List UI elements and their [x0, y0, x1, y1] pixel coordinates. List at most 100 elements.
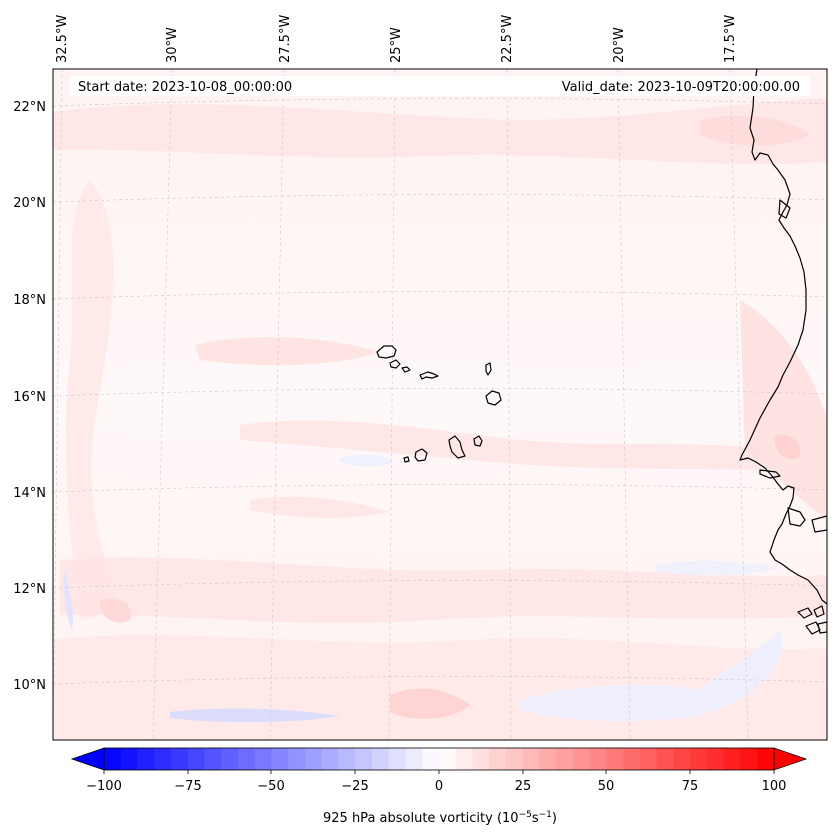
vorticity-patch	[170, 708, 340, 723]
start-date-label: Start date: 2023-10-08_00:00:00	[78, 80, 292, 95]
vorticity-patch	[655, 560, 780, 576]
lat-label: 20°N	[13, 196, 46, 211]
colorbar-segment	[455, 748, 474, 770]
colorbar-segment	[690, 748, 708, 770]
coastline-bijagos	[805, 621, 821, 635]
vorticity-patch	[100, 598, 131, 623]
colorbar-segment	[120, 748, 139, 770]
lon-label: 22.5°W	[500, 15, 515, 63]
colorbar-label: 925 hPa absolute vorticity (10−5s−1)	[323, 810, 557, 826]
island-sao-nicolau	[419, 371, 439, 380]
colorbar-segment	[405, 748, 423, 770]
gridline-lon	[729, 69, 749, 740]
lat-label: 10°N	[13, 678, 46, 693]
colorbar-segment	[539, 748, 557, 770]
vorticity-patch	[250, 496, 390, 518]
coastline-africa-bights	[811, 515, 827, 533]
colorbar-tick-label: 0	[435, 779, 443, 794]
lon-label: 17.5°W	[723, 15, 738, 63]
vorticity-patch	[60, 557, 827, 624]
colorbar-tick-label: −50	[257, 779, 284, 794]
cape-verde-islands	[376, 345, 502, 463]
colorbar-segment	[640, 748, 658, 770]
colorbar-tick-label: −25	[341, 779, 368, 794]
vorticity-field	[53, 98, 827, 740]
colorbar-segment	[472, 748, 490, 770]
coastline-africa-bights	[759, 469, 781, 479]
lat-label: 14°N	[13, 486, 46, 501]
colorbar-segment	[154, 748, 172, 770]
gridlines	[53, 69, 827, 740]
island-sao-vicente	[389, 359, 401, 369]
island-santo-antao	[376, 345, 397, 359]
colorbar-ticks	[103, 770, 775, 774]
colorbar-segment	[204, 748, 222, 770]
colorbar-segment	[656, 748, 675, 770]
gridline-lat	[53, 98, 827, 107]
longitude-labels: 32.5°W 30°W 27.5°W 25°W 22.5°W 20°W 17.5…	[55, 15, 738, 63]
coastline	[739, 69, 827, 635]
colorbar-segment	[506, 748, 524, 770]
gridline-lat	[53, 484, 827, 493]
colorbar: −100 −75 −50 −25 0 25 50 75 100 925 hPa …	[70, 747, 808, 826]
colorbar-segment	[707, 748, 725, 770]
lon-label: 30°W	[165, 27, 180, 63]
colorbar-segment	[288, 748, 306, 770]
colorbar-tick-label: 50	[598, 779, 615, 794]
vorticity-patch	[63, 570, 73, 630]
coastline-africa-bights	[778, 199, 791, 219]
colorbar-segment	[372, 748, 390, 770]
coastline-africa	[739, 69, 827, 605]
colorbar-tick-label: −75	[174, 779, 201, 794]
colorbar-segment	[254, 748, 273, 770]
island-sal	[485, 362, 492, 376]
colorbar-segment	[439, 748, 457, 770]
colorbar-segment	[522, 748, 541, 770]
lon-label: 20°W	[612, 27, 627, 63]
colorbar-segment	[137, 748, 155, 770]
vorticity-patch	[740, 300, 827, 520]
map-background	[53, 69, 827, 740]
colorbar-segment	[388, 748, 407, 770]
colorbar-segment	[221, 748, 239, 770]
gridline-lat	[53, 580, 827, 589]
gridline-lon	[152, 69, 173, 740]
map-panel: Start date: 2023-10-08_00:00:00 Valid_da…	[52, 68, 828, 741]
lat-label: 22°N	[13, 100, 46, 115]
colorbar-segment	[740, 748, 758, 770]
colorbar-segment	[171, 748, 189, 770]
colorbar-label-end: )	[552, 811, 557, 826]
colorbar-tick-label: 75	[682, 779, 699, 794]
vorticity-patch	[390, 688, 470, 719]
colorbar-segment	[187, 748, 206, 770]
colorbar-segment	[573, 748, 591, 770]
lat-label: 12°N	[13, 582, 46, 597]
colorbar-segment	[623, 748, 641, 770]
map-frame	[52, 68, 828, 741]
gridline-lat	[53, 388, 827, 397]
vorticity-patch	[195, 336, 380, 366]
gridline-lon	[506, 69, 512, 740]
gridline-lat	[53, 676, 827, 685]
colorbar-segment	[271, 748, 289, 770]
colorbar-label-main: 925 hPa absolute vorticity (10	[323, 811, 519, 826]
gridline-lon	[53, 69, 63, 740]
island-santa-luzia	[401, 366, 411, 373]
lon-label: 32.5°W	[55, 15, 70, 63]
gridline-lat	[53, 291, 827, 300]
coastline-bijagos	[797, 607, 813, 619]
colorbar-label-exponent: −1	[539, 810, 552, 820]
vorticity-patch	[520, 630, 782, 722]
colorbar-segment	[422, 748, 440, 770]
colorbar-tick-label: −100	[86, 779, 122, 794]
gridline-lat	[53, 194, 827, 203]
gridline-lon	[617, 69, 631, 740]
colorbar-segment	[104, 748, 122, 770]
colorbar-segment	[556, 748, 574, 770]
colorbar-segment	[723, 748, 742, 770]
gridline-lon	[269, 69, 285, 740]
latitude-labels: 22°N 20°N 18°N 16°N 14°N 12°N 10°N	[13, 100, 46, 693]
valid-date-label: Valid_date: 2023-10-09T20:00:00.00	[562, 80, 800, 95]
vorticity-patch	[53, 98, 827, 164]
